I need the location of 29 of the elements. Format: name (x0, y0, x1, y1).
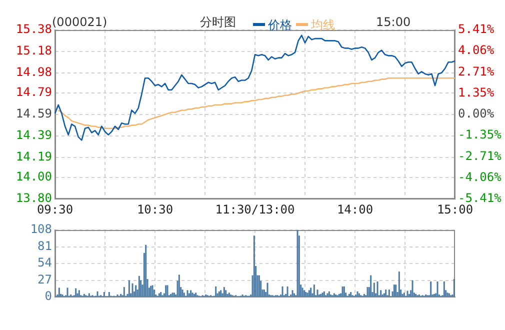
y2-tick-label: -2.71% (458, 148, 502, 163)
y-tick-label: 14.00 (16, 170, 52, 184)
chart-title: 分时图 (200, 15, 236, 29)
y2-tick-label: 4.06% (458, 43, 495, 58)
y2-tick-label: 2.71% (458, 64, 495, 78)
chart-subtitle: (000021) (52, 15, 108, 29)
y-tick-label: 14.19 (16, 149, 52, 164)
legend-label: 价格 (268, 18, 292, 32)
y2-tick-label: 0.00% (458, 106, 495, 121)
x-tick-label: 11:30/13:00 (215, 202, 295, 216)
x-tick-label: 10:30 (136, 202, 174, 216)
y-tick-label: 14.98 (16, 64, 52, 79)
y2-tick-label: 5.41% (458, 22, 495, 36)
y-tick-label: 54 (38, 256, 52, 270)
y-tick-label: 14.79 (16, 85, 52, 100)
text: 15:00 (376, 15, 411, 29)
y-tick-label: 14.39 (16, 128, 52, 142)
y-tick-label: 108 (30, 222, 52, 236)
y-tick-label: 14.59 (16, 106, 52, 121)
y-tick-label: 81 (38, 238, 52, 253)
legend-label: 均线 (311, 18, 335, 32)
y2-tick-label: 1.35% (458, 86, 495, 100)
y-tick-label: 15.38 (16, 22, 52, 36)
x-tick-label: 14:00 (336, 202, 374, 216)
y2-tick-label: -1.35% (458, 128, 502, 142)
y-tick-label: 15.18 (16, 44, 52, 58)
y-tick-label: 0 (44, 289, 52, 304)
y2-tick-label: -4.06% (458, 170, 502, 184)
y-tick-label: 27 (38, 272, 52, 286)
